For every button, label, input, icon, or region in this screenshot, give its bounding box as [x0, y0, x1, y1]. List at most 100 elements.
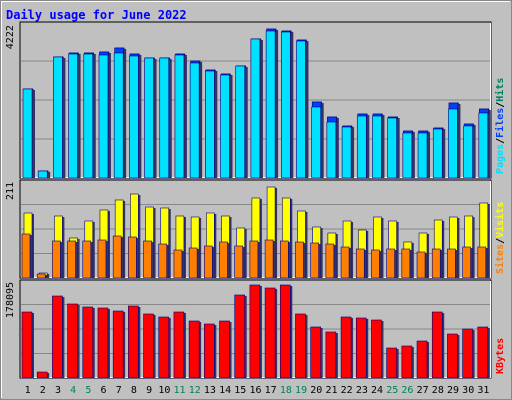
bar-pages-day-29: [448, 108, 458, 179]
bar-sites-day-2: [36, 273, 46, 279]
day-label-30: 30: [462, 385, 474, 396]
bar-sites-day-7: [112, 235, 122, 279]
top-panel-legend-separator-1: /: [495, 138, 506, 144]
bar-sites-day-23: [355, 248, 365, 279]
day-label-25: 25: [386, 385, 398, 396]
bar-pages-day-9: [144, 57, 154, 179]
bar-pages-day-17: [265, 30, 276, 179]
bar-kbytes-day-12: [188, 320, 200, 379]
bar-sites-day-12: [188, 247, 198, 279]
bar-pages-day-6: [98, 54, 109, 179]
top-panel-legend: Pages/Files/Hits: [494, 78, 506, 174]
bar-sites-day-14: [219, 241, 228, 279]
bar-pages-day-4: [68, 53, 78, 179]
bar-sites-day-21: [325, 243, 335, 279]
top-panel: [19, 21, 492, 179]
bar-sites-day-5: [82, 240, 92, 279]
bottom-panel-max-label: 178095: [5, 282, 16, 318]
day-label-4: 4: [70, 385, 76, 396]
bar-pages-day-27: [417, 132, 428, 179]
bar-kbytes-day-8: [128, 305, 139, 379]
bar-kbytes-day-29: [447, 333, 458, 379]
bar-kbytes-day-7: [112, 310, 124, 379]
day-label-3: 3: [55, 385, 61, 396]
bar-kbytes-day-15: [234, 294, 246, 379]
bar-pages-day-10: [159, 57, 170, 179]
day-label-19: 19: [295, 385, 307, 396]
legend-pages: Pages: [495, 144, 506, 174]
bar-pages-day-18: [280, 31, 291, 179]
bar-kbytes-day-9: [143, 313, 154, 379]
bar-pages-day-24: [372, 115, 382, 179]
day-label-21: 21: [325, 385, 337, 396]
bar-sites-day-22: [340, 246, 350, 279]
bar-sites-day-1: [21, 233, 31, 279]
bar-pages-day-23: [356, 115, 367, 179]
top-panel-max-label: 4222: [5, 25, 16, 49]
bar-pages-day-3: [53, 56, 63, 179]
middle-panel: [19, 179, 492, 279]
day-label-14: 14: [219, 385, 231, 396]
bar-kbytes-day-3: [52, 295, 63, 379]
bar-kbytes-day-24: [371, 319, 382, 379]
bar-pages-day-25: [387, 117, 397, 179]
bar-pages-day-31: [478, 112, 489, 179]
bar-kbytes-day-28: [431, 311, 443, 379]
bar-pages-day-5: [83, 53, 94, 179]
bar-sites-day-3: [52, 240, 61, 279]
day-label-20: 20: [310, 385, 322, 396]
bar-sites-day-31: [477, 246, 487, 279]
bar-kbytes-day-30: [462, 328, 473, 379]
bar-pages-day-21: [326, 121, 337, 179]
day-label-17: 17: [265, 385, 277, 396]
day-label-31: 31: [477, 385, 489, 396]
bar-pages-day-1: [22, 88, 33, 179]
bar-sites-day-11: [173, 249, 183, 279]
day-labels: 1 2 3 4 5 6 7 8 9 10 11 12 13 14 15 16 17 18 19 20 21 22 23 24 2…: [25, 385, 490, 396]
bar-kbytes-day-19: [295, 313, 306, 379]
bar-kbytes-day-23: [355, 317, 367, 379]
day-label-15: 15: [234, 385, 246, 396]
bar-sites-day-17: [264, 239, 274, 279]
bar-kbytes-day-21: [325, 331, 337, 379]
bar-pages-day-28: [432, 128, 443, 179]
bar-pages-day-20: [311, 106, 321, 179]
bar-sites-day-4: [67, 240, 76, 279]
day-label-10: 10: [158, 385, 170, 396]
day-label-9: 9: [146, 385, 152, 396]
bar-kbytes-day-25: [386, 347, 397, 379]
legend-files: Files: [494, 108, 506, 138]
bottom-panel: [19, 279, 492, 379]
bar-pages-day-15: [235, 65, 246, 179]
bar-kbytes-day-14: [219, 320, 230, 379]
top-panel-legend-separator-3: /: [495, 102, 506, 108]
bar-sites-day-9: [143, 240, 152, 279]
day-label-2: 2: [40, 385, 46, 396]
bar-sites-day-19: [295, 241, 304, 279]
bar-pages-day-22: [341, 126, 352, 179]
chart-title: Daily usage for June 2022: [6, 8, 187, 22]
bar-kbytes-day-10: [158, 316, 170, 379]
bar-kbytes-day-20: [310, 326, 321, 379]
day-label-28: 28: [432, 385, 444, 396]
bar-kbytes-day-17: [264, 287, 276, 379]
bar-sites-day-10: [158, 243, 168, 279]
bar-kbytes-day-27: [416, 340, 428, 379]
bar-kbytes-day-31: [477, 326, 489, 379]
legend-kbytes: KBytes: [495, 338, 506, 374]
middle-panel-legend: Sites/Visits: [494, 202, 506, 274]
day-label-16: 16: [249, 385, 261, 396]
middle-panel-max-label: 211: [5, 182, 16, 200]
bar-sites-day-24: [371, 249, 380, 279]
bar-pages-day-12: [189, 62, 200, 179]
bar-kbytes-day-18: [279, 284, 291, 379]
day-label-23: 23: [356, 385, 368, 396]
bar-sites-day-25: [386, 248, 395, 279]
bar-sites-day-13: [204, 245, 213, 279]
bar-pages-day-14: [220, 74, 230, 179]
bar-sites-day-18: [279, 240, 289, 279]
bar-sites-day-30: [462, 246, 471, 279]
day-label-29: 29: [447, 385, 459, 396]
day-label-12: 12: [189, 385, 201, 396]
bar-kbytes-day-2: [36, 371, 48, 379]
